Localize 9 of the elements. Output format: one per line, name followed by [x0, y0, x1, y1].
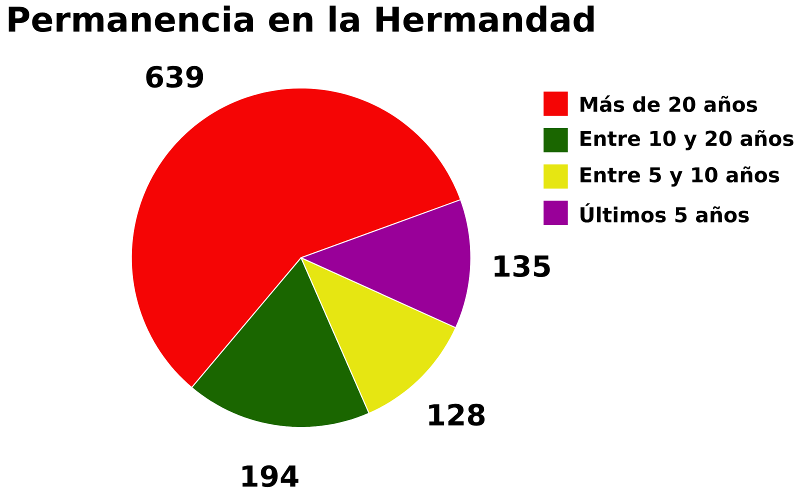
data-label: 135: [494, 255, 550, 278]
legend-label: Últimos 5 años: [580, 203, 749, 223]
data-label: 639: [146, 66, 204, 88]
data-label: 128: [429, 404, 485, 426]
chart-title: Permanencia en la Hermandad: [8, 6, 594, 32]
legend-label: Entre 5 y 10 años: [580, 166, 780, 187]
legend-label: Más de 20 años: [580, 96, 758, 112]
legend-label: Entre 10 y 20 años: [580, 130, 794, 150]
data-label: 194: [242, 465, 298, 488]
